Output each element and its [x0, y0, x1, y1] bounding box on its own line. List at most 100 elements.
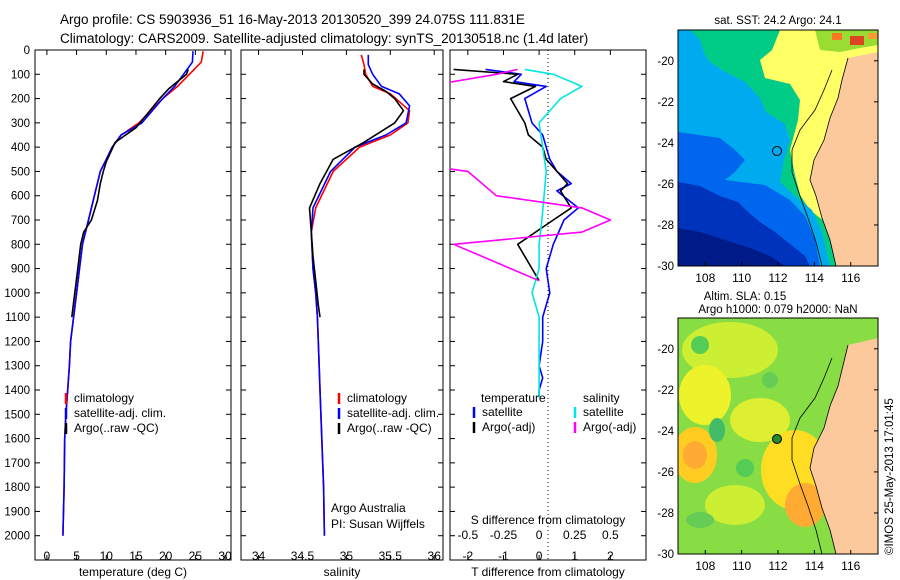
- legend-label: Argo(..raw -QC): [74, 421, 159, 435]
- argo-location-marker-sst: [772, 146, 782, 156]
- salinity-x-ticks: 34 34.5 35 35.5 36: [252, 50, 441, 563]
- salinity-lines: [308, 54, 411, 536]
- map-y-tick-label: -30: [657, 261, 674, 273]
- salinity-annotation-line2: PI: Susan Wijffels: [331, 517, 425, 531]
- map-x-tick-label: 116: [841, 559, 860, 573]
- sst-map-title: sat. SST: 24.2 Argo: 24.1: [714, 15, 841, 27]
- series-line-2: [524, 68, 583, 398]
- map-y-tick-label: -20: [657, 344, 674, 356]
- difference-xlabel: T difference from climatology: [471, 565, 625, 579]
- legend-label: satellite-adj. clim.: [347, 406, 439, 420]
- argo-location-marker-sla: [772, 434, 782, 444]
- x-tick-label: 35: [340, 549, 354, 563]
- x-tick-label: 10: [100, 549, 114, 563]
- sst-map-panel: sat. SST: 24.2 Argo: 24.1 108 110 112 114 11…: [657, 15, 879, 285]
- legend-label: climatology: [347, 391, 407, 405]
- series-line-2: [308, 69, 405, 318]
- sst-map-ticks: 108 110 112 114 116 -20 -22 -24 -26 -28 -30: [657, 56, 878, 285]
- x-tick-label: 35.5: [379, 549, 403, 563]
- salinity-y-ticks: [241, 49, 443, 537]
- salinity-panel: 34 34.5 35 35.5 36 climatologysatellite-adj.…: [240, 49, 444, 579]
- series-line-3: [450, 68, 612, 282]
- y-tick-label: 200: [11, 94, 30, 106]
- map-y-tick-label: -24: [657, 138, 674, 150]
- map-x-tick-label: 116: [841, 271, 860, 285]
- y-tick-label: 500: [11, 166, 30, 178]
- header-line2: Climatology: CARS2009. Satellite-adjuste…: [60, 31, 588, 46]
- x-tick-label: 2: [607, 549, 614, 563]
- y-tick-label: 1800: [4, 482, 30, 494]
- x2-tick-label: -0.5: [457, 528, 478, 542]
- temperature-y-ticks: 0 100 200 300 400 500 600 700 800 900 1000 1100 1200…: [4, 45, 231, 543]
- y-tick-label: 2000: [4, 531, 30, 543]
- y-tick-label: 1200: [4, 336, 30, 348]
- map-y-tick-label: -30: [657, 549, 674, 561]
- map-x-tick-label: 114: [805, 271, 824, 285]
- legend-label: Argo(-adj): [482, 420, 535, 434]
- x-tick-label: 0: [536, 549, 543, 563]
- y-tick-label: 0: [24, 45, 30, 57]
- x2-tick-label: 0.5: [602, 528, 619, 542]
- x-tick-label: 0: [44, 549, 51, 563]
- difference-lines: [450, 68, 612, 398]
- map-x-tick-label: 108: [695, 559, 715, 573]
- legend-label: satellite: [482, 405, 523, 419]
- y-tick-label: 900: [11, 264, 30, 276]
- x-tick-label: 30: [218, 549, 232, 563]
- y-tick-label: 700: [11, 215, 30, 227]
- difference-x-ticks: -2 -1 0 1 2: [462, 50, 614, 563]
- y-tick-label: 1700: [4, 458, 30, 470]
- series-line-2: [71, 69, 189, 318]
- y-tick-label: 300: [11, 118, 30, 130]
- difference-x2label: S difference from climatology: [471, 513, 626, 527]
- map-y-tick-label: -26: [657, 467, 674, 479]
- series-line-1: [310, 54, 411, 536]
- y-tick-label: 1900: [4, 506, 30, 518]
- y-tick-label: 1100: [5, 312, 30, 324]
- y-tick-label: 100: [11, 69, 30, 81]
- x2-tick-label: 0: [536, 528, 543, 542]
- legend-header-salinity: salinity: [583, 391, 620, 405]
- temperature-xlabel: temperature (deg C): [79, 565, 187, 579]
- y-tick-label: 1300: [4, 361, 30, 373]
- x-tick-label: 15: [129, 549, 143, 563]
- x2-tick-label: 0.25: [563, 528, 587, 542]
- map-x-tick-label: 110: [732, 559, 751, 573]
- x-tick-label: 1: [571, 549, 578, 563]
- difference-panel: -2 -1 0 1 2 -0.5 -0.25 0 0.25 0.5 temperature sal…: [449, 49, 647, 579]
- map-x-tick-label: 112: [768, 271, 787, 285]
- x-tick-label: 34.5: [291, 549, 315, 563]
- map-x-tick-label: 108: [695, 271, 715, 285]
- x-tick-label: 34: [252, 549, 266, 563]
- sla-map-panel: Altim. SLA: 0.15 Argo h1000: 0.079 h2000…: [657, 291, 879, 573]
- x2-tick-label: -0.25: [490, 528, 518, 542]
- legend-label: satellite: [583, 405, 624, 419]
- legend-label: Argo(..raw -QC): [347, 421, 432, 435]
- map-y-tick-label: -24: [657, 426, 674, 438]
- y-tick-label: 1500: [4, 409, 30, 421]
- sla-map-image: [678, 318, 878, 554]
- salinity-axes-frame: [240, 49, 444, 561]
- sst-map-image: [678, 30, 878, 266]
- map-y-tick-label: -28: [657, 508, 674, 520]
- map-y-tick-label: -22: [657, 385, 674, 397]
- temperature-axes-frame: [34, 49, 232, 561]
- x-tick-label: 25: [189, 549, 203, 563]
- salinity-xlabel: salinity: [324, 565, 361, 579]
- map-y-tick-label: -26: [657, 179, 674, 191]
- y-tick-label: 1600: [4, 434, 30, 446]
- map-y-tick-label: -20: [657, 56, 674, 68]
- difference-y-ticks: [450, 49, 646, 537]
- legend-label: Argo(-adj): [583, 420, 636, 434]
- legend-label: climatology: [74, 391, 134, 405]
- x-tick-label: -1: [498, 549, 509, 563]
- y-tick-label: 400: [11, 142, 30, 154]
- sla-map-title: Altim. SLA: 0.15: [704, 291, 786, 303]
- sla-map-ticks: 108 110 112 114 116 -20 -22 -24 -26 -28 -30: [657, 344, 878, 573]
- y-tick-label: 800: [11, 239, 30, 251]
- x-tick-label: 20: [159, 549, 173, 563]
- y-tick-label: 1400: [4, 385, 30, 397]
